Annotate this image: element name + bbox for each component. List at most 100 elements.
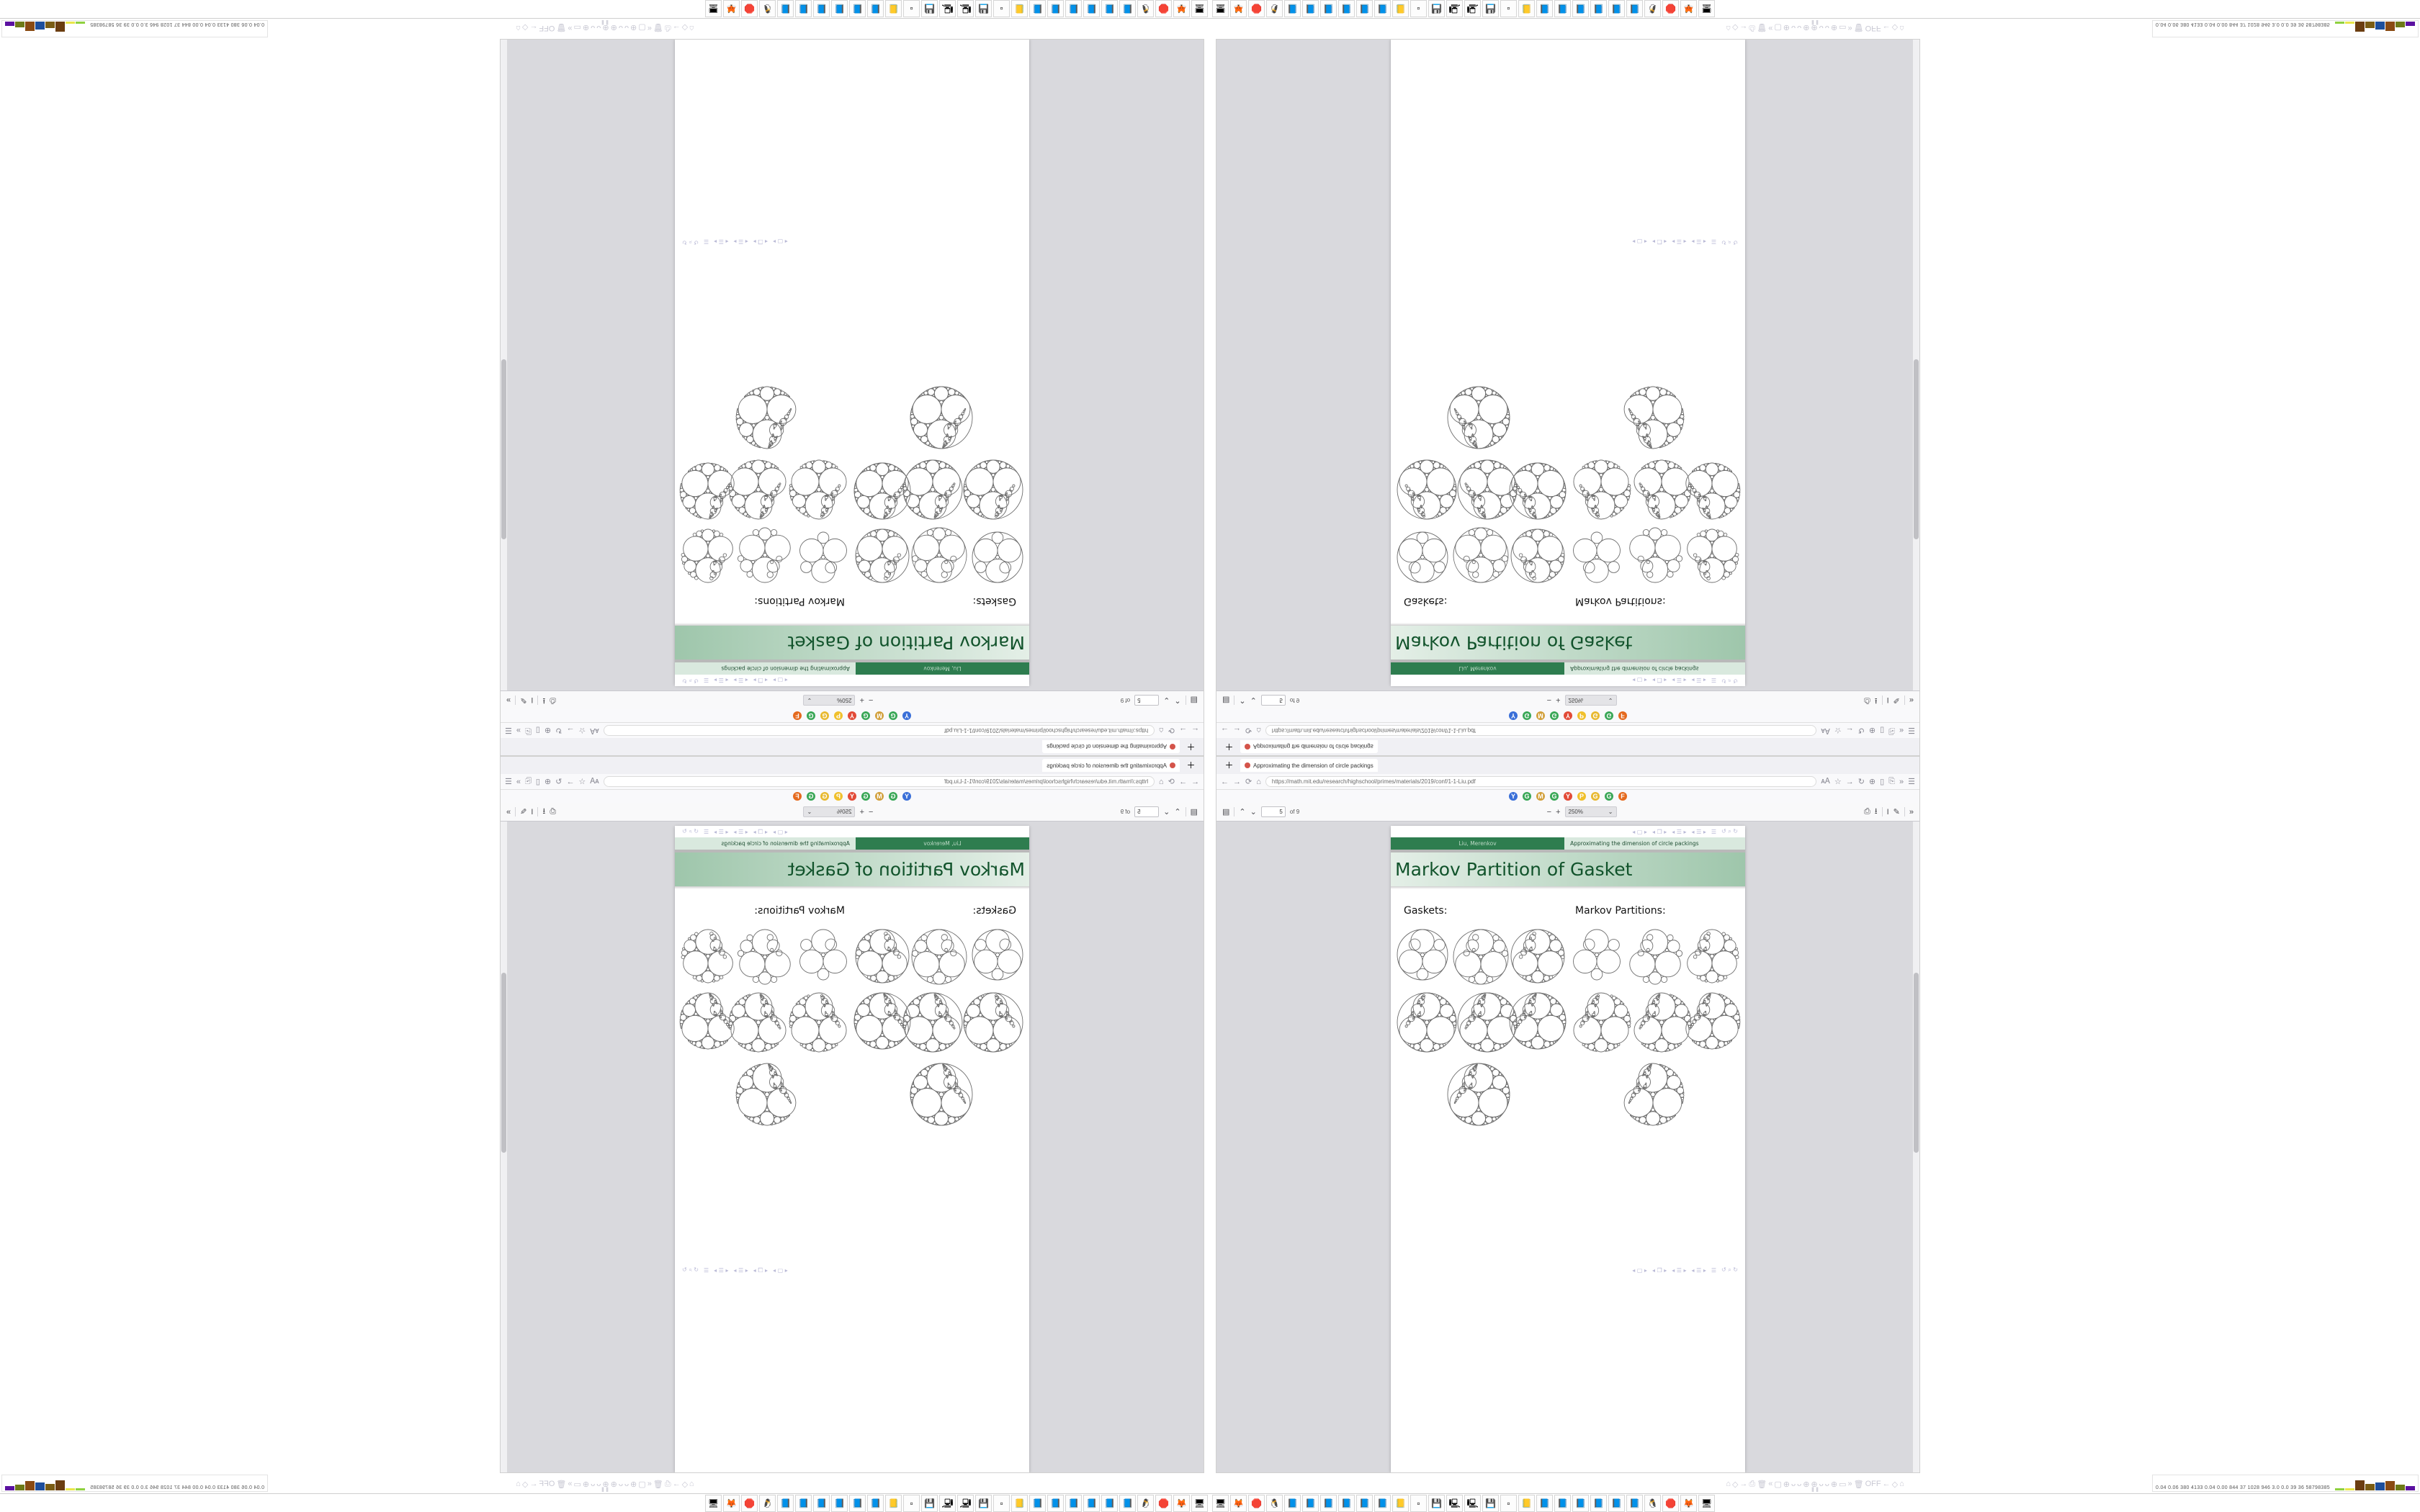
- section-nav[interactable]: ◂ ☰ ▸: [733, 677, 748, 684]
- subsection-nav-bottom[interactable]: ◂ ❐ ▸: [1652, 238, 1667, 246]
- page-down-icon[interactable]: ⌄: [1250, 808, 1257, 816]
- print-icon[interactable]: ⎙: [550, 696, 557, 705]
- pdf-scrollbar[interactable]: [501, 822, 507, 1472]
- download-icon[interactable]: ⭳: [542, 696, 546, 705]
- account-icon[interactable]: ⎘: [1888, 726, 1895, 735]
- text-select-icon[interactable]: I: [531, 807, 534, 816]
- pager-glyph[interactable]: ᴗ: [624, 1480, 629, 1488]
- zoom-select[interactable]: 250% ⌄: [803, 806, 856, 817]
- pager-glyph[interactable]: 🗑: [1757, 23, 1767, 32]
- back-icon[interactable]: ←: [1221, 777, 1229, 786]
- folder-icon[interactable]: 📒: [1518, 0, 1535, 18]
- pager-glyph[interactable]: »: [568, 24, 573, 32]
- pager-glyph[interactable]: 🗑: [556, 1480, 567, 1489]
- terminal-icon[interactable]: 🖥: [1191, 0, 1208, 18]
- pdf-scrollbar-thumb[interactable]: [501, 973, 506, 1153]
- bookmark-item[interactable]: G: [861, 792, 870, 801]
- editor-icon[interactable]: 📘: [1554, 0, 1571, 18]
- bookmark-item[interactable]: M: [875, 711, 884, 720]
- page-down-icon[interactable]: ⌄: [1163, 808, 1170, 816]
- reload-small-icon[interactable]: ↻: [1857, 778, 1865, 786]
- editor-icon[interactable]: 📘: [849, 1494, 866, 1512]
- pdf-page-viewport[interactable]: ◂ ▢ ▸ ◂ ❐ ▸ ◂ ☰ ▸ ◂ ☰ ▸ ☰ ↺ ⌕ ↻ Liu, Mer…: [1216, 822, 1919, 1472]
- app-bw-icon[interactable]: 🐧: [1137, 0, 1154, 18]
- doc-nav[interactable]: ◂ ☰ ▸: [714, 828, 729, 835]
- blank-icon[interactable]: ▫: [903, 0, 920, 18]
- editor-icon[interactable]: 📘: [1320, 1494, 1337, 1512]
- print-icon[interactable]: ⎙: [1863, 696, 1870, 705]
- bookmark-item[interactable]: F: [793, 711, 802, 720]
- zoom-in-button[interactable]: +: [859, 807, 864, 816]
- terminal-icon[interactable]: 🖥: [705, 1494, 722, 1512]
- home-icon[interactable]: ⌂: [1256, 777, 1261, 786]
- search-nav-bottom[interactable]: ↺ ⌕ ↻: [682, 1266, 699, 1273]
- pager-glyph[interactable]: ◇: [681, 1480, 689, 1489]
- bookmark-star-icon[interactable]: ☆: [1834, 778, 1842, 786]
- frame-nav[interactable]: ◂ ▢ ▸: [1632, 677, 1647, 684]
- frame-nav-bottom[interactable]: ◂ ▢ ▸: [773, 1266, 788, 1274]
- page-number-input[interactable]: 5: [1260, 695, 1286, 706]
- zoom-select[interactable]: 250% ⌄: [803, 695, 856, 706]
- text-select-icon[interactable]: I: [1886, 807, 1889, 816]
- pager-glyph[interactable]: ◇: [681, 23, 689, 32]
- overflow-icon[interactable]: »: [1899, 777, 1904, 786]
- firefox-icon[interactable]: 🦊: [1680, 0, 1697, 18]
- editor-icon[interactable]: 📘: [795, 1494, 812, 1512]
- more-tools-icon[interactable]: »: [1909, 807, 1914, 816]
- doc-nav[interactable]: ◂ ☰ ▸: [1691, 677, 1706, 684]
- pager-glyph[interactable]: ⊕: [1783, 23, 1790, 32]
- folder-icon[interactable]: 📒: [1518, 1494, 1535, 1512]
- app-red-icon[interactable]: 🛑: [1155, 1494, 1172, 1512]
- bookmark-item[interactable]: G: [1605, 792, 1613, 801]
- bookmark-item[interactable]: G: [1605, 711, 1613, 720]
- editor-icon[interactable]: 📘: [1302, 1494, 1319, 1512]
- bookmark-item[interactable]: M: [1536, 711, 1545, 720]
- app-bw-icon[interactable]: 🐧: [1137, 1494, 1154, 1512]
- new-tab-icon[interactable]: ＋: [1186, 760, 1196, 770]
- editor-icon[interactable]: 📘: [813, 0, 830, 18]
- zoom-out-button[interactable]: −: [1546, 696, 1552, 705]
- editor-icon[interactable]: 📘: [867, 0, 884, 18]
- floppy-h3-icon[interactable]: 💾: [975, 0, 992, 18]
- pager-glyph[interactable]: ◇: [1731, 1480, 1739, 1489]
- zoom-out-button[interactable]: −: [868, 807, 874, 816]
- folder-icon[interactable]: 📒: [885, 1494, 902, 1512]
- pager-glyph[interactable]: ᴗ: [1791, 24, 1796, 32]
- share-icon[interactable]: →: [1845, 726, 1854, 735]
- pager-glyph[interactable]: ⌂: [689, 24, 694, 32]
- editor-icon[interactable]: 📘: [1356, 1494, 1373, 1512]
- pdf-page-viewport[interactable]: ◂ ▢ ▸ ◂ ❐ ▸ ◂ ☰ ▸ ◂ ☰ ▸ ☰ ↺ ⌕ ↻ Liu, Mer…: [501, 822, 1204, 1472]
- toc-nav-bottom[interactable]: ☰: [1711, 238, 1717, 246]
- pager-glyph[interactable]: →: [672, 1480, 681, 1488]
- doc-nav[interactable]: ◂ ☰ ▸: [714, 677, 729, 684]
- pager-glyph[interactable]: OFF: [1865, 24, 1881, 32]
- pager-glyph[interactable]: ᴗ: [1819, 24, 1824, 32]
- terminal-green-icon[interactable]: 🖳: [1464, 1494, 1481, 1512]
- blank-icon[interactable]: ▫: [993, 1494, 1010, 1512]
- pager-glyph[interactable]: »: [1847, 1480, 1852, 1488]
- editor-icon[interactable]: 📘: [1356, 0, 1373, 18]
- account-icon[interactable]: ⎘: [525, 726, 532, 735]
- editor-icon[interactable]: 📘: [777, 1494, 794, 1512]
- sidebar-toggle-icon[interactable]: ▤: [1222, 808, 1230, 816]
- bookmark-item[interactable]: G: [1523, 711, 1531, 720]
- container-icon[interactable]: ⊕: [544, 778, 552, 786]
- highlight-icon[interactable]: ✎: [520, 808, 527, 816]
- pager-glyph[interactable]: ⎙: [1749, 24, 1756, 33]
- editor-icon[interactable]: 📘: [1572, 1494, 1589, 1512]
- bookmark-item[interactable]: G: [1591, 792, 1600, 801]
- section-nav-bottom[interactable]: ◂ ☰ ▸: [733, 1266, 748, 1274]
- pager-glyph[interactable]: →: [1739, 24, 1748, 32]
- zoom-out-button[interactable]: −: [1546, 807, 1552, 816]
- address-bar[interactable]: https://math.mit.edu/research/highschool…: [1265, 776, 1817, 787]
- subsection-nav[interactable]: ◂ ❐ ▸: [753, 828, 768, 835]
- folder-icon[interactable]: 📒: [885, 0, 902, 18]
- sidebar-toggle-icon[interactable]: ▤: [1190, 808, 1198, 816]
- pager-glyph[interactable]: 🗑: [1853, 23, 1864, 32]
- editor-icon[interactable]: 📘: [1029, 0, 1046, 18]
- blank-icon[interactable]: ▫: [1410, 1494, 1427, 1512]
- bookmark-item[interactable]: M: [1536, 792, 1545, 801]
- editor-icon[interactable]: 📘: [1320, 0, 1337, 18]
- terminal-icon[interactable]: 🖥: [1698, 0, 1715, 18]
- bookmark-item[interactable]: G: [1550, 711, 1559, 720]
